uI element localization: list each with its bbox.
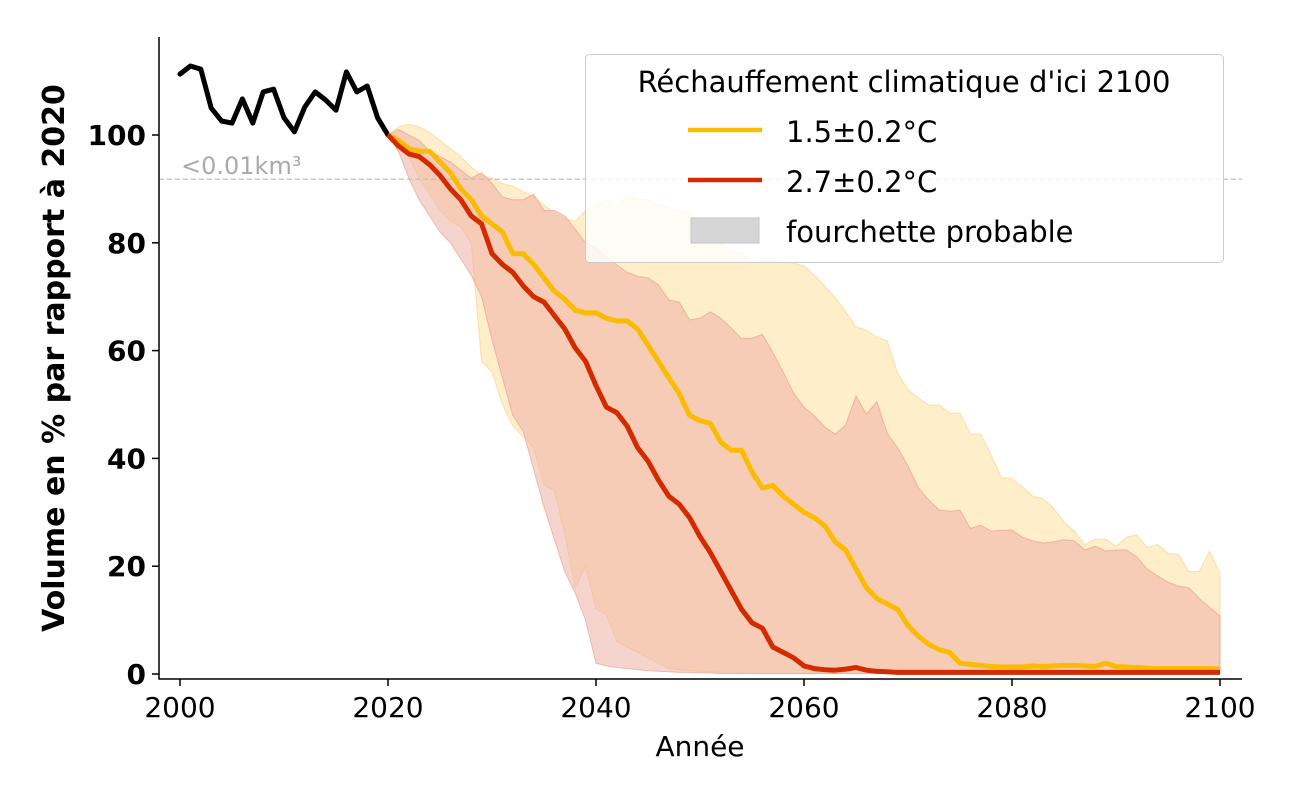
- legend-label-range: fourchette probable: [786, 215, 1074, 249]
- legend-label-1-5c: 1.5±0.2°C: [786, 115, 937, 149]
- median-line-2-7c: [386, 133, 1220, 675]
- x-tick-label: 2000: [144, 691, 215, 724]
- reference-line-group: <0.01km³: [159, 152, 1242, 180]
- y-tick-label: 80: [107, 227, 146, 260]
- x-tick-label: 2080: [976, 691, 1047, 724]
- legend-title: Réchauffement climatique d'ici 2100: [638, 65, 1171, 99]
- median-line-1-5c: [386, 132, 1221, 672]
- x-axis-label: Année: [655, 730, 744, 763]
- legend-label-2-7c: 2.7±0.2°C: [786, 165, 937, 199]
- y-tick-label: 60: [107, 335, 146, 368]
- legend-box: [585, 54, 1224, 263]
- y-tick-label: 40: [107, 442, 146, 475]
- y-axis-label: Volume en % par rapport à 2020: [37, 84, 72, 632]
- x-tick-label: 2020: [352, 691, 423, 724]
- y-tick-label: 20: [107, 550, 146, 583]
- y-tick-label: 100: [88, 119, 146, 152]
- x-tick-label: 2100: [1184, 691, 1255, 724]
- legend: Réchauffement climatique d'ici 2100 1.5±…: [585, 54, 1224, 263]
- band-2-7c: [387, 129, 1221, 674]
- series-lines: [177, 63, 1221, 675]
- y-tick-label: 0: [127, 658, 146, 691]
- historical-line: [177, 63, 391, 138]
- reference-line-label: <0.01km³: [181, 152, 301, 180]
- x-ticks: 2000 2020 2040 2060 2080 2100: [144, 679, 1256, 724]
- x-tick-label: 2040: [560, 691, 631, 724]
- x-tick-label: 2060: [768, 691, 839, 724]
- legend-swatch-range: [690, 217, 760, 244]
- y-ticks: 0 20 40 60 80 100: [88, 119, 159, 691]
